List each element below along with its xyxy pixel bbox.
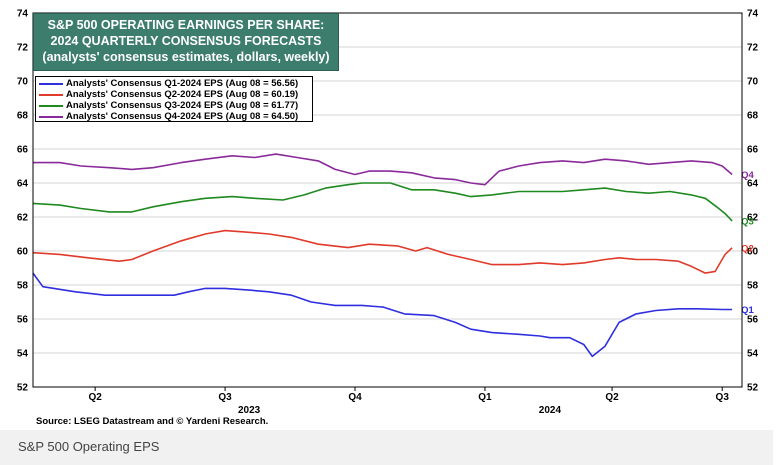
chart-legend: Analysts' Consensus Q1-2024 EPS (Aug 08 … (35, 76, 313, 122)
y-tick-label-right: 74 (747, 9, 759, 20)
x-tick-label: Q4 (348, 392, 362, 403)
y-tick-label-left: 68 (17, 111, 29, 122)
x-year-label: 2023 (238, 405, 261, 416)
legend-item: Analysts' Consensus Q1-2024 EPS (Aug 08 … (39, 78, 312, 89)
legend-swatch (39, 82, 63, 85)
legend-label: Analysts' Consensus Q4-2024 EPS (Aug 08 … (66, 111, 299, 122)
y-tick-label-right: 58 (747, 281, 759, 292)
series-line-q4 (33, 153, 733, 186)
legend-swatch (39, 93, 63, 96)
y-tick-label-left: 72 (17, 43, 29, 54)
legend-item: Analysts' Consensus Q4-2024 EPS (Aug 08 … (39, 111, 312, 122)
y-tick-label-left: 54 (17, 349, 29, 360)
y-tick-label-left: 52 (17, 383, 29, 394)
x-tick-label: Q2 (605, 392, 619, 403)
y-tick-label-right: 54 (747, 349, 759, 360)
series-end-labels: Q1 Q2 Q3 Q4 (741, 170, 754, 316)
chart-title-line-1: S&P 500 OPERATING EARNINGS PER SHARE: (47, 18, 325, 32)
x-axis: Q2 Q3 Q4 Q1 Q2 Q3 2023 2024 (88, 387, 729, 416)
source-note: Source: LSEG Datastream and © Yardeni Re… (36, 416, 269, 427)
legend-label: Analysts' Consensus Q2-2024 EPS (Aug 08 … (66, 89, 299, 100)
caption-bar: S&P 500 Operating EPS (0, 430, 773, 465)
plot-frame (32, 12, 743, 388)
y-tick-label-left: 56 (17, 315, 29, 326)
y-tick-label-left: 60 (17, 247, 29, 258)
legend-item: Analysts' Consensus Q2-2024 EPS (Aug 08 … (39, 89, 312, 100)
y-tick-label-left: 64 (17, 179, 29, 190)
series-line-q3 (32, 182, 733, 222)
y-tick-label-left: 74 (17, 9, 29, 20)
x-tick-label: Q1 (478, 392, 492, 403)
y-tick-label-right: 64 (747, 179, 759, 190)
x-year-label: 2024 (539, 405, 562, 416)
x-tick-label: Q3 (218, 392, 232, 403)
chart-area: 52 54 56 58 60 62 64 66 68 70 72 74 52 54 56 58 60 62 64 6… (17, 9, 759, 428)
series-line-q1 (32, 272, 733, 358)
series-lines (32, 153, 733, 358)
legend-label: Analysts' Consensus Q1-2024 EPS (Aug 08 … (66, 78, 299, 89)
y-tick-label-right: 62 (747, 213, 759, 224)
y-tick-label-right: 52 (747, 383, 759, 394)
y-axis-left: 52 54 56 58 60 62 64 66 68 70 72 74 (17, 9, 29, 394)
series-end-label-q2: Q2 (741, 243, 754, 254)
y-tick-label-left: 62 (17, 213, 29, 224)
chart-subtitle: (analysts' consensus estimates, dollars,… (42, 50, 330, 64)
legend-swatch (39, 104, 63, 107)
caption-text: S&P 500 Operating EPS (18, 439, 160, 454)
series-end-label-q3: Q3 (741, 216, 754, 227)
y-tick-label-right: 68 (747, 111, 759, 122)
y-tick-label-left: 70 (17, 77, 29, 88)
legend-label: Analysts' Consensus Q3-2024 EPS (Aug 08 … (66, 100, 299, 111)
y-tick-label-right: 72 (747, 43, 759, 54)
series-end-label-q1: Q1 (741, 305, 754, 316)
y-tick-label-right: 70 (747, 77, 759, 88)
chart-title-box: S&P 500 OPERATING EARNINGS PER SHARE: 20… (33, 13, 339, 71)
legend-swatch (39, 115, 63, 118)
x-tick-label: Q2 (88, 392, 102, 403)
legend-item: Analysts' Consensus Q3-2024 EPS (Aug 08 … (39, 100, 312, 111)
y-tick-label-right: 66 (747, 145, 759, 156)
series-line-q2 (32, 229, 733, 274)
y-tick-label-right: 56 (747, 315, 759, 326)
y-tick-label-left: 66 (17, 145, 29, 156)
x-tick-label: Q3 (716, 392, 730, 403)
series-end-label-q4: Q4 (741, 170, 754, 181)
y-tick-label-left: 58 (17, 281, 29, 292)
y-axis-right: 52 54 56 58 60 62 64 66 68 70 72 74 (747, 9, 759, 394)
chart-title-line-2: 2024 QUARTERLY CONSENSUS FORECASTS (50, 34, 322, 48)
y-tick-label-right: 60 (747, 247, 759, 258)
